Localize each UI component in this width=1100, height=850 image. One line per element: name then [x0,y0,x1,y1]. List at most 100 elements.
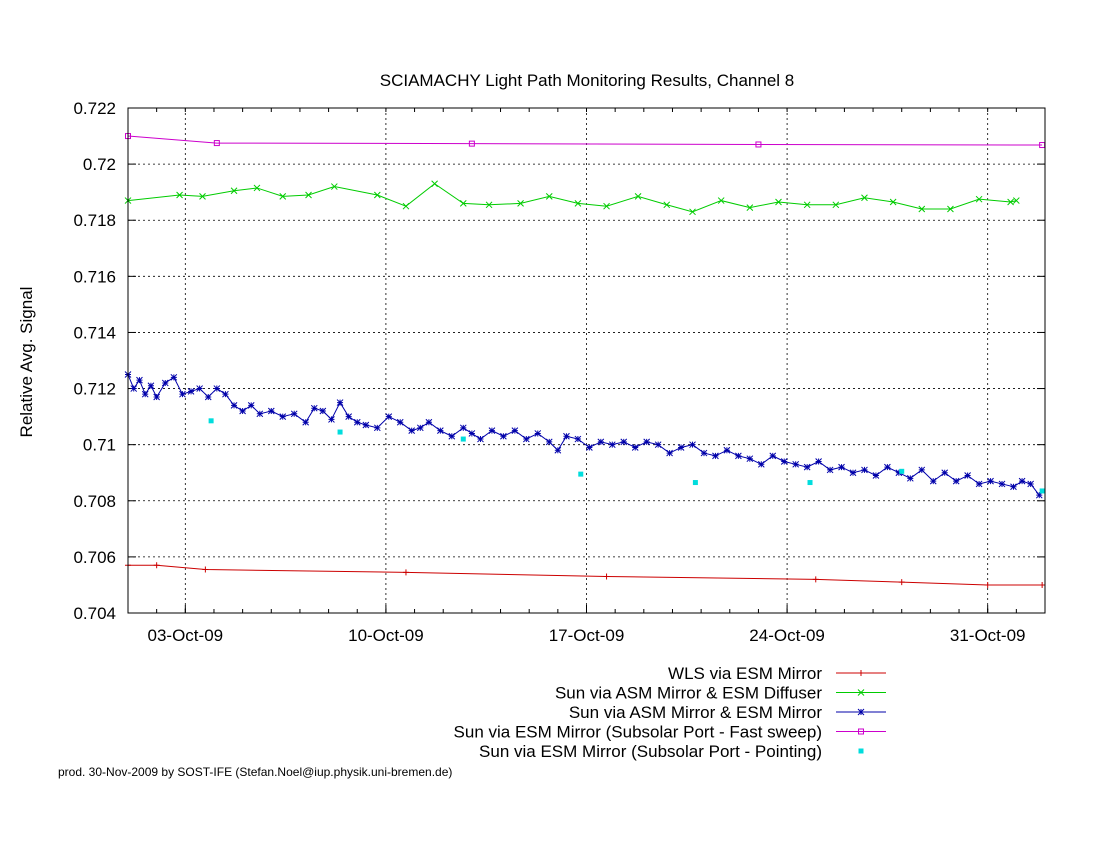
y-tick-label: 0.714 [73,323,116,342]
point-marker [975,195,983,203]
point-marker [755,141,762,148]
plot-frame [127,107,1046,614]
point-marker [603,202,610,210]
point-marker [554,446,562,454]
point-marker [431,180,438,188]
series-3 [124,371,1043,499]
point-marker [654,441,662,449]
point-marker [832,201,840,209]
point-marker [631,444,639,451]
point-marker [861,194,868,202]
point-marker [141,390,149,398]
point-marker [849,469,857,477]
point-marker [373,424,381,432]
point-marker [717,197,725,204]
point-marker [153,393,161,401]
point-marker [468,140,475,147]
point-marker [723,446,731,454]
point-marker [712,452,719,460]
point-marker [689,441,696,449]
point-marker [906,474,914,482]
point-marker [396,418,404,426]
point-marker [230,402,238,409]
point-marker [337,429,343,435]
point-marker [328,416,335,423]
point-marker [899,468,905,474]
legend-label: WLS via ESM Mirror [668,664,822,683]
grid [128,108,1045,613]
point-marker [130,385,138,392]
x-tick-label: 10-Oct-09 [348,626,424,645]
point-marker [425,418,433,426]
x-tick-label: 24-Oct-09 [749,626,825,645]
point-marker [239,407,246,415]
point-marker [677,444,685,451]
point-marker [700,449,708,457]
point-marker [964,472,971,479]
point-marker [305,191,312,199]
point-marker [918,205,926,213]
point-marker [279,413,287,420]
series-line [127,135,1043,146]
point-marker [511,427,519,434]
point-marker [267,407,275,415]
point-marker [780,458,788,465]
point-marker [353,418,361,426]
point-marker [775,198,782,206]
point-marker [179,390,186,398]
legend-label: Sun via ESM Mirror (Subsolar Port - Poin… [479,742,822,761]
point-marker [310,404,318,412]
chart-title: SCIAMACHY Light Path Monitoring Results,… [380,71,795,90]
point-marker [196,385,203,392]
point-marker [574,200,582,207]
point-marker [290,410,298,418]
point-marker [345,413,353,420]
point-marker [153,562,160,569]
point-marker [436,427,444,434]
y-tick-label: 0.716 [73,267,116,286]
point-marker [1039,488,1045,494]
x-axis-ticks: 03-Oct-09 10-Oct-09 17-Oct-09 24-Oct-09 31-O… [127,108,1046,645]
y-tick-label: 0.71 [83,436,116,455]
point-marker [975,480,983,488]
point-marker [208,418,214,424]
footer-credit: prod. 30-Nov-2009 by SOST-IFE (Stefan.No… [58,765,452,779]
point-marker [222,390,229,398]
legend-label: Sun via ASM Mirror & ESM Mirror [569,703,822,722]
x-tick-label: 03-Oct-09 [148,626,224,645]
y-tick-label: 0.72 [83,155,116,174]
point-marker [408,427,416,434]
point-marker [984,581,991,588]
x-tick-label: 31-Oct-09 [950,626,1026,645]
point-marker [534,430,542,437]
point-marker [161,379,169,387]
point-marker [545,438,553,446]
point-marker [643,438,651,446]
point-marker [336,399,344,406]
point-marker [187,388,195,395]
point-marker [253,184,261,192]
point-marker [620,438,628,446]
point-marker [563,432,570,440]
point-marker [603,573,610,580]
legend-entry: Sun via ESM Mirror (Subsolar Port - Fast… [454,723,886,742]
point-marker [838,463,845,471]
point-marker [213,140,220,147]
point-marker [1039,581,1046,588]
y-tick-label: 0.712 [73,380,116,399]
point-marker [998,480,1006,488]
y-tick-label: 0.704 [73,604,116,623]
point-marker [517,200,524,207]
point-marker [545,193,553,200]
point-marker [898,579,905,586]
point-marker [663,201,671,209]
legend-entry: Sun via ASM Mirror & ESM Mirror [569,703,886,722]
legend-entry: WLS via ESM Mirror [668,664,886,683]
legend-entry: Sun via ASM Mirror & ESM Diffuser [555,684,886,703]
point-marker [1010,483,1017,491]
point-marker [746,204,754,211]
point-marker [578,471,584,477]
point-marker [857,708,865,716]
